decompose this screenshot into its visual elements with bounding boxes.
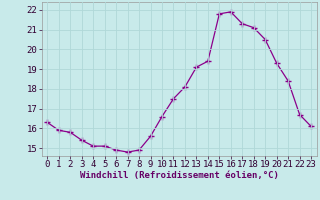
X-axis label: Windchill (Refroidissement éolien,°C): Windchill (Refroidissement éolien,°C) bbox=[80, 171, 279, 180]
